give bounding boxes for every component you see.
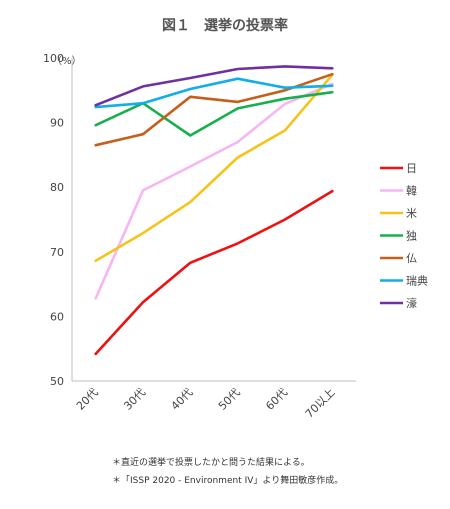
footnote-2: ＊「ISSP 2020 - Environment IV」より舞田敏彦作成。: [112, 474, 343, 486]
legend-label: 濠: [406, 296, 417, 310]
series-line: [94, 77, 334, 109]
series-line: [94, 90, 334, 137]
x-tick-label: 20代: [74, 386, 101, 413]
x-tick-label: 60代: [263, 386, 290, 413]
x-tick-label: 70以上: [303, 386, 338, 421]
y-tick-label: 70: [50, 246, 64, 259]
legend-label: 日: [406, 162, 417, 175]
y-axis-ticks: 50 60 70 80 90 100: [43, 52, 64, 388]
series-line: [94, 82, 334, 300]
y-tick-label: 90: [50, 117, 64, 130]
series-line: [94, 73, 334, 263]
x-tick-label: 50代: [216, 386, 243, 413]
y-tick-label: 80: [50, 181, 64, 194]
chart-title: 図１ 選挙の投票率: [162, 17, 288, 34]
x-tick-label: 40代: [169, 386, 196, 413]
y-tick-label: 100: [43, 52, 64, 65]
legend-label: 韓: [406, 185, 417, 198]
x-tick-label: 30代: [121, 386, 148, 413]
x-axis-ticks: 20代 30代 40代 50代 60代 70以上: [74, 386, 338, 421]
legend-label: 米: [406, 207, 417, 220]
y-unit-label: （%）: [52, 55, 82, 67]
footnote-1: ＊直近の選挙で投票したかと問うた結果による。: [112, 456, 310, 468]
series-line: [94, 189, 334, 356]
y-tick-label: 60: [50, 310, 64, 323]
legend-label: 独: [406, 230, 417, 243]
series-line: [94, 65, 334, 107]
legend-label: 仏: [406, 252, 417, 265]
series-layer: [94, 65, 334, 356]
legend-label: 瑞典: [406, 274, 428, 288]
y-tick-label: 50: [50, 375, 64, 388]
